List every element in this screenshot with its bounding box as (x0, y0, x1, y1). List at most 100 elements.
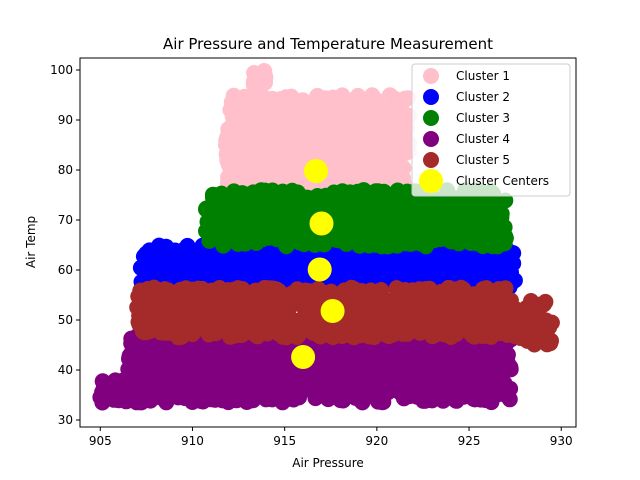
data-point-cluster-3 (237, 235, 254, 252)
data-point-cluster-4 (365, 348, 382, 365)
data-point-cluster-4 (94, 373, 111, 390)
data-point-cluster-4 (181, 346, 198, 363)
data-point-cluster-5 (168, 314, 185, 331)
legend-marker (423, 152, 439, 168)
data-point-cluster-3 (344, 200, 361, 217)
data-point-cluster-5 (412, 302, 429, 319)
data-point-cluster-2 (177, 241, 193, 258)
data-point-cluster-1 (250, 142, 267, 159)
data-point-cluster-3 (342, 184, 359, 201)
data-point-cluster-2 (135, 248, 152, 265)
data-point-cluster-4 (206, 349, 223, 366)
data-point-cluster-1 (343, 171, 360, 188)
data-point-cluster-5 (340, 293, 357, 310)
data-point-cluster-3 (378, 213, 395, 229)
data-point-cluster-1 (396, 92, 413, 109)
data-point-cluster-4 (192, 392, 209, 409)
data-point-cluster-1 (369, 123, 386, 140)
data-point-cluster-4 (271, 384, 288, 401)
data-point-cluster-3 (270, 222, 286, 239)
y-tick-label: 90 (58, 113, 73, 127)
data-point-cluster-1 (392, 116, 408, 132)
data-point-cluster-3 (367, 183, 384, 200)
data-point-cluster-1 (231, 95, 248, 112)
cluster-center-3 (307, 257, 332, 282)
x-tick-label: 915 (273, 434, 296, 448)
cluster-center-4 (320, 299, 345, 323)
data-point-cluster-4 (476, 377, 493, 394)
data-point-cluster-1 (232, 170, 249, 187)
data-point-cluster-2 (291, 264, 308, 281)
data-point-cluster-5 (373, 286, 390, 303)
data-point-cluster-4 (255, 364, 272, 381)
data-point-cluster-1 (285, 153, 302, 170)
data-point-cluster-5 (266, 318, 283, 335)
data-point-cluster-4 (435, 392, 452, 409)
data-point-cluster-2 (247, 269, 264, 286)
data-point-cluster-5 (517, 322, 534, 339)
data-point-cluster-4 (216, 384, 233, 400)
data-point-cluster-5 (543, 314, 560, 331)
data-point-cluster-4 (254, 346, 270, 363)
data-point-cluster-4 (426, 369, 442, 386)
y-tick-label: 60 (58, 263, 73, 277)
data-point-cluster-3 (285, 195, 302, 212)
data-point-cluster-1 (328, 138, 345, 154)
data-point-cluster-2 (464, 250, 481, 266)
data-point-cluster-1 (221, 123, 238, 140)
legend-label: Cluster 4 (456, 132, 510, 146)
data-point-cluster-3 (340, 232, 357, 249)
data-point-cluster-3 (198, 200, 215, 217)
data-point-cluster-3 (361, 215, 377, 232)
data-point-cluster-3 (258, 197, 275, 214)
data-point-cluster-3 (214, 235, 231, 252)
legend-marker (423, 89, 439, 105)
data-point-cluster-2 (342, 256, 359, 273)
data-point-cluster-5 (188, 315, 205, 332)
y-tick-label: 40 (58, 363, 73, 377)
cluster-center-1 (304, 159, 328, 183)
data-point-cluster-5 (283, 321, 300, 338)
data-point-cluster-3 (204, 221, 221, 238)
data-point-cluster-2 (414, 264, 431, 281)
data-point-cluster-3 (457, 221, 473, 238)
legend-marker (419, 169, 443, 193)
data-point-cluster-5 (388, 293, 405, 310)
data-point-cluster-2 (484, 257, 501, 274)
data-point-cluster-3 (403, 235, 420, 252)
data-point-cluster-2 (447, 265, 464, 282)
data-point-cluster-4 (271, 348, 288, 365)
y-axis: 30 40 50 60 70 80 90 100 (50, 63, 80, 427)
data-point-cluster-5 (211, 280, 228, 296)
data-point-cluster-1 (312, 114, 328, 131)
data-point-cluster-4 (123, 330, 140, 347)
data-point-cluster-5 (388, 280, 405, 297)
data-point-cluster-2 (159, 249, 176, 266)
data-point-cluster-4 (403, 356, 420, 373)
legend-label: Cluster 5 (456, 153, 510, 167)
x-tick-label: 905 (89, 434, 112, 448)
cluster-centers-layer (291, 159, 345, 369)
data-point-cluster-4 (243, 389, 260, 406)
data-point-cluster-2 (224, 264, 241, 281)
data-point-cluster-5 (208, 304, 225, 321)
data-point-cluster-1 (321, 96, 338, 113)
data-point-cluster-3 (233, 187, 250, 204)
data-point-cluster-2 (175, 258, 191, 275)
data-point-cluster-2 (194, 264, 211, 281)
data-point-cluster-1 (271, 94, 287, 111)
data-point-cluster-5 (446, 325, 463, 342)
data-point-cluster-3 (441, 197, 458, 214)
data-point-cluster-1 (350, 119, 367, 136)
data-point-cluster-5 (359, 304, 376, 321)
data-point-cluster-4 (501, 391, 518, 408)
y-tick-label: 70 (58, 213, 73, 227)
chart-title: Air Pressure and Temperature Measurement (163, 35, 493, 53)
data-point-cluster-4 (105, 391, 122, 408)
data-point-cluster-3 (282, 220, 298, 237)
data-point-cluster-4 (289, 375, 306, 392)
data-point-cluster-5 (479, 299, 496, 316)
data-point-cluster-5 (290, 294, 306, 311)
plot-area (92, 63, 560, 411)
data-point-cluster-4 (92, 389, 109, 406)
